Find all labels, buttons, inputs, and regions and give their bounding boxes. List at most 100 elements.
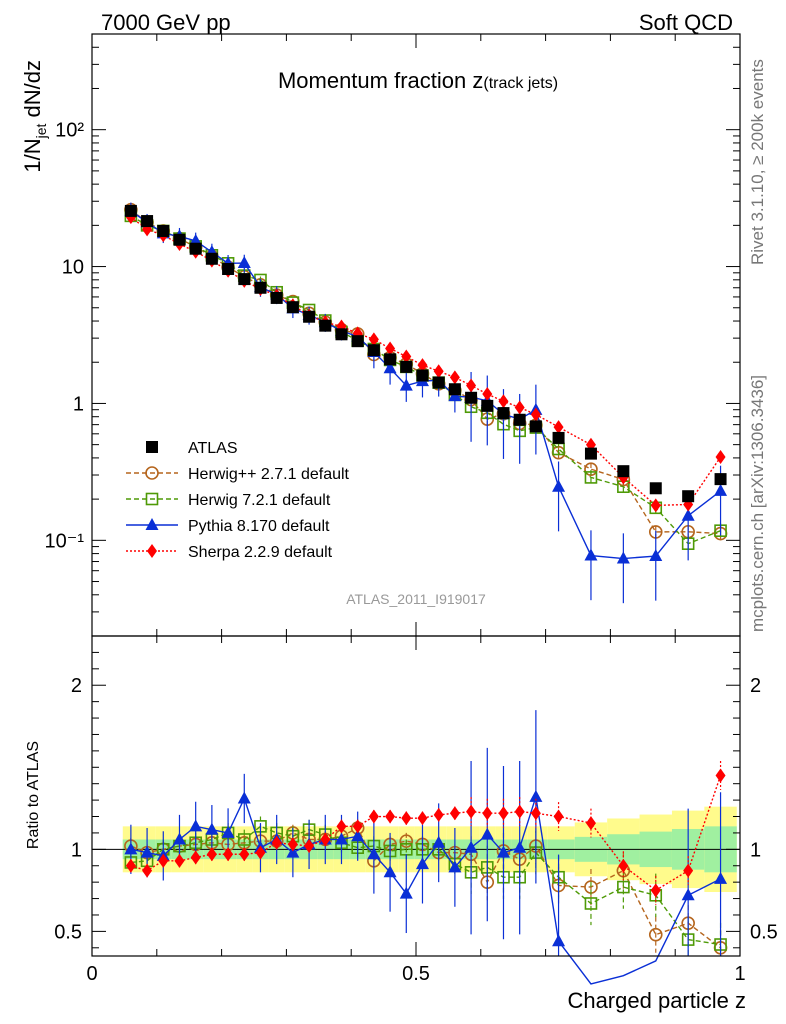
data-point-atlas <box>335 328 348 341</box>
marker-herwig7 <box>584 471 598 484</box>
header-energy-label: 7000 GeV pp <box>101 10 231 35</box>
data-point-atlas <box>189 242 202 255</box>
data-point-atlas <box>270 291 283 304</box>
ratio-marker-sherpa <box>304 839 315 854</box>
analysis-watermark: ATLAS_2011_I919017 <box>346 591 486 607</box>
legend-label-herwigpp: Herwig++ 2.7.1 default <box>188 466 350 483</box>
marker-sherpa <box>498 394 509 409</box>
marker-pythia <box>649 549 663 562</box>
data-point-atlas <box>351 335 364 348</box>
ratio-marker-sherpa <box>433 807 444 822</box>
x-tick-label: 0 <box>86 963 97 985</box>
ratio-marker-herwig7 <box>237 833 251 846</box>
marker-sherpa <box>449 370 460 385</box>
legend-item-pythia: Pythia 8.170 default <box>126 518 330 535</box>
marker-sherpa <box>482 387 493 402</box>
ratio-marker-sherpa <box>125 858 136 873</box>
legend-item-atlas: ATLAS <box>146 440 238 457</box>
marker-sherpa <box>553 420 564 435</box>
data-point-atlas <box>400 360 413 373</box>
ratio-marker-pythia <box>681 888 695 901</box>
ratio-marker-sherpa <box>401 811 412 826</box>
x-tick-label: 1 <box>734 963 745 985</box>
data-point-atlas <box>124 204 137 217</box>
ratio-marker-pythia <box>529 789 543 802</box>
ratio-marker-sherpa <box>449 806 460 821</box>
marker-pythia <box>383 361 397 374</box>
data-point-atlas <box>157 224 170 237</box>
marker-herwigpp <box>584 462 598 476</box>
ratio-marker-sherpa <box>239 847 250 862</box>
ratio-marker-sherpa <box>553 809 564 824</box>
ratio-tick-label-right: 2 <box>750 675 761 697</box>
ratio-marker-pythia <box>221 825 235 838</box>
ratio-marker-sherpa <box>585 816 596 831</box>
ratio-marker-herwig7 <box>584 897 598 910</box>
data-point-atlas <box>367 344 380 357</box>
data-point-atlas <box>286 301 299 314</box>
marker-sherpa <box>433 364 444 379</box>
ratio-marker-sherpa <box>466 804 477 819</box>
ratio-marker-sherpa <box>482 806 493 821</box>
data-point-atlas <box>205 252 218 265</box>
ratio-marker-sherpa <box>271 835 282 850</box>
ratio-line-herwigpp <box>130 827 721 949</box>
ratio-marker-sherpa <box>174 853 185 868</box>
marker-pythia <box>616 551 630 564</box>
mcplots-label: mcplots.cern.ch [arXiv:1306.3436] <box>748 375 767 632</box>
x-tick-label: 0.5 <box>402 963 430 985</box>
ratio-marker-pythia <box>351 829 365 842</box>
data-point-atlas <box>416 369 429 382</box>
ratio-marker-sherpa <box>206 847 217 862</box>
ratio-marker-pythia <box>124 842 138 855</box>
legend-marker-pythia <box>145 518 159 530</box>
data-point-atlas <box>552 431 565 444</box>
marker-sherpa <box>715 450 726 465</box>
marker-sherpa <box>385 341 396 356</box>
ratio-marker-pythia <box>432 835 446 848</box>
ratio-marker-sherpa <box>530 806 541 821</box>
data-point-atlas <box>714 473 727 486</box>
ratio-line-herwig7 <box>130 825 721 946</box>
ratio-y-axis-label: Ratio to ATLAS <box>25 741 42 849</box>
ratio-marker-sherpa <box>368 809 379 824</box>
data-point-atlas <box>141 215 154 228</box>
ratio-marker-pythia <box>140 845 154 858</box>
marker-sherpa <box>530 407 541 422</box>
ratio-marker-sherpa <box>715 768 726 783</box>
ratio-tick-label-right: 1 <box>750 839 761 861</box>
marker-pythia <box>584 548 598 561</box>
ratio-marker-sherpa <box>190 850 201 865</box>
legend-marker-sherpa <box>147 544 157 558</box>
series-line-herwig7 <box>130 215 721 545</box>
ratio-marker-sherpa <box>287 837 298 852</box>
ratio-marker-sherpa <box>385 809 396 824</box>
ratio-marker-pythia <box>237 791 251 804</box>
ratio-marker-sherpa <box>142 863 153 878</box>
ratio-marker-pythia <box>286 845 300 858</box>
ratio-marker-pythia <box>383 865 397 878</box>
data-point-atlas <box>617 465 630 478</box>
data-point-atlas <box>254 281 267 294</box>
marker-pythia <box>681 508 695 521</box>
data-point-atlas <box>529 420 542 433</box>
ratio-marker-pythia <box>496 845 510 858</box>
header-process-label: Soft QCD <box>639 10 733 35</box>
rivet-version-label: Rivet 3.1.10, ≥ 200k events <box>748 59 767 265</box>
ratio-marker-sherpa <box>417 811 428 826</box>
ratio-marker-pythia <box>714 871 728 884</box>
data-point-atlas <box>513 413 526 426</box>
ratio-marker-pythia <box>367 847 381 860</box>
ratio-tick-label-right: 0.5 <box>750 921 778 943</box>
data-point-atlas <box>222 262 235 275</box>
ratio-marker-pythia <box>415 857 429 870</box>
legend-label-pythia: Pythia 8.170 default <box>188 518 330 535</box>
ratio-marker-sherpa <box>320 832 331 847</box>
chart-title: Momentum fraction z(track jets) <box>278 68 558 93</box>
marker-pythia <box>552 479 566 492</box>
legend-label-atlas: ATLAS <box>188 440 238 457</box>
ratio-marker-herwigpp <box>399 834 414 848</box>
ratio-marker-pythia <box>448 860 462 873</box>
ratio-marker-herwig7 <box>617 880 630 894</box>
ratio-tick-label-left: 2 <box>71 675 82 697</box>
